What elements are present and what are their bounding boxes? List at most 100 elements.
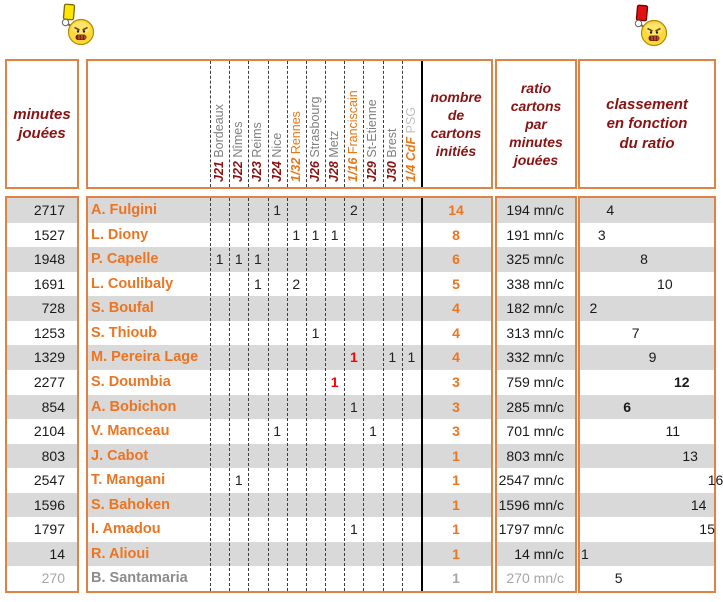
minutes-cell: 803 <box>7 443 77 469</box>
ratio-cell: 194 mn/c <box>497 198 575 223</box>
right-eyebrow <box>655 27 661 32</box>
match-column-label: J22 Nîmes <box>229 61 248 185</box>
players-rows: A. Fulgini 1 2 14 L. Diony 1 1 1 8 P. Capelle 1 1 1 6… <box>88 198 491 591</box>
player-row: S. Doumbia 1 3 <box>88 370 491 395</box>
minutes-cell: 1948 <box>7 247 77 272</box>
teeth-lines <box>651 36 659 41</box>
cards-count-header-label: nombre de cartons initiés <box>430 88 482 160</box>
opponent-label: PSG <box>403 106 418 134</box>
ratio-cell: 1596 mn/c <box>497 492 575 518</box>
teeth-lines <box>78 35 86 40</box>
opponent-label: Reims <box>250 122 265 158</box>
left-eyebrow <box>647 27 653 32</box>
row-stripe <box>88 394 491 420</box>
player-name: A. Fulgini <box>91 202 158 218</box>
minutes-cell: 854 <box>7 394 77 420</box>
column-separator-dashed <box>267 61 269 187</box>
minutes-cell: 1797 <box>33 521 65 538</box>
card-cell: 1 <box>407 349 416 366</box>
ratio-cell: 759 mn/c <box>506 373 564 390</box>
minutes-cell: 1329 <box>7 345 77 370</box>
column-separator-dashed <box>210 198 211 591</box>
cards-total-cell: 3 <box>452 398 460 415</box>
card-cell: 1 <box>254 251 262 268</box>
player-name: L. Diony <box>91 226 149 243</box>
rank-cell: 11 <box>665 423 681 440</box>
player-name: M. Pereira Lage <box>91 349 199 366</box>
main-header-box: nombre de cartons initiés J21 Bordeaux J2… <box>86 59 493 189</box>
ratio-cell: 338 mn/c <box>506 275 564 292</box>
row-stripes <box>88 198 491 591</box>
minutes-cell: 2104 <box>33 423 65 440</box>
red-card-shape <box>635 4 649 22</box>
minutes-header-box: minutes jouées <box>5 59 79 189</box>
opponent-label: Bordeaux <box>212 104 226 158</box>
card-cell: 1 <box>234 251 243 268</box>
matchday-label: J21 <box>212 161 226 182</box>
rank-cell: 14 <box>580 492 714 518</box>
matchday-label: J23 <box>250 161 265 182</box>
card-cell: 1 <box>215 251 224 268</box>
opponent-label: Franciscain <box>346 90 361 155</box>
card-cell: 2 <box>349 202 358 218</box>
column-separator-dashed <box>344 198 346 591</box>
column-separator-dashed <box>344 61 346 187</box>
row-stripe <box>88 247 491 272</box>
rank-cell: 3 <box>597 226 606 243</box>
cards-total-cell: 4 <box>452 300 460 317</box>
column-separator-dashed <box>305 198 307 591</box>
matchday-label: J29 <box>365 161 380 182</box>
player-row: P. Capelle 1 1 1 6 <box>88 247 491 272</box>
player-row: J. Cabot 1 <box>88 444 491 469</box>
card-cell: 1 <box>311 226 320 243</box>
ratio-cell: 14 mn/c <box>497 541 575 567</box>
player-row: A. Fulgini 1 2 14 <box>88 198 491 223</box>
column-separator-dashed <box>325 198 327 591</box>
rank-cell: 8 <box>580 247 714 272</box>
cards-total-cell: 3 <box>452 423 460 440</box>
player-name: A. Bobichon <box>91 398 177 415</box>
ratio-cell: 270 mn/c <box>506 570 564 587</box>
cards-total-cell: 14 <box>448 202 464 218</box>
ranking-header-box: classement en fonction du ratio <box>578 59 716 189</box>
player-row: A. Bobichon 1 3 <box>88 395 491 420</box>
rank-cell: 12 <box>673 373 690 390</box>
column-separator-dashed <box>286 198 288 591</box>
player-name: B. Santamaria <box>91 570 188 587</box>
face-highlight <box>645 23 663 35</box>
row-stripe <box>88 443 491 469</box>
opponent-label: Strasbourg <box>307 96 322 158</box>
card-cell: 1 <box>273 202 282 218</box>
minutes-body-box: 2717 1527 1948 1691 728 1253 1329 2277 854 2104 80… <box>5 196 79 593</box>
red-card-referee-svg <box>634 4 668 47</box>
left-eye <box>649 31 653 34</box>
column-separators <box>88 61 491 187</box>
opponent-label: St-Etienne <box>365 99 380 158</box>
player-name: P. Capelle <box>91 251 159 268</box>
card-cell: 1 <box>388 349 397 366</box>
player-name: R. Alioui <box>91 545 150 562</box>
column-separator-dashed <box>305 61 307 187</box>
grimace-mouth <box>75 34 87 40</box>
matchday-label: J28 <box>327 161 342 182</box>
match-column-label: 1/4 CdF PSG <box>402 61 421 185</box>
yellow-card-referee-svg <box>61 3 95 46</box>
minutes-cell: 2547 <box>33 472 65 489</box>
ratio-cell: 285 mn/c <box>497 394 575 420</box>
ratio-cell: 332 mn/c <box>497 345 575 370</box>
player-name: I. Amadou <box>91 521 161 538</box>
opponent-label: Nice <box>269 132 284 158</box>
ranking-header-label: classement en fonction du ratio <box>606 95 688 152</box>
row-stripe <box>88 198 491 223</box>
matchday-label: J22 <box>231 161 246 182</box>
card-cell: 1 <box>369 423 377 440</box>
player-row: L. Diony 1 1 1 8 <box>88 223 491 248</box>
grimace-mouth <box>648 35 660 41</box>
player-name: V. Manceau <box>91 423 170 440</box>
ratio-header-box: ratio cartons par minutes jouées <box>495 59 577 189</box>
column-separator-dashed <box>286 61 288 187</box>
column-separator-dashed <box>382 198 384 591</box>
red-card-referee-icon <box>624 4 672 50</box>
rank-cell: 9 <box>580 345 714 370</box>
row-stripe <box>88 541 491 567</box>
